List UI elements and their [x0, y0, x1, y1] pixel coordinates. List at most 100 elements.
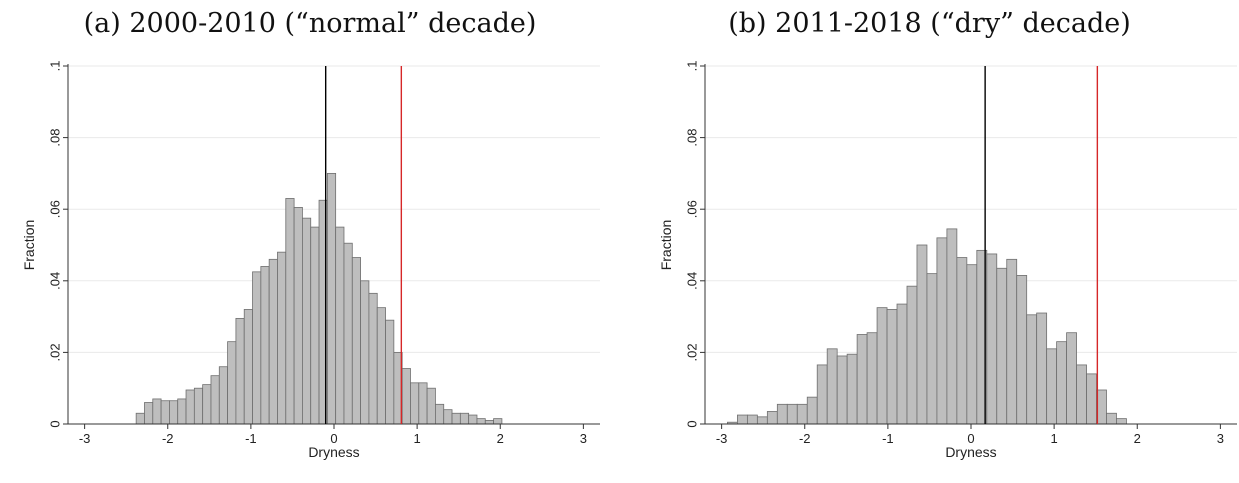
histogram-bar [886, 309, 898, 425]
histogram-bar [360, 280, 370, 425]
histogram-bar [946, 228, 958, 425]
x-tick-label: -3 [716, 431, 728, 446]
x-tick-label: -1 [245, 431, 257, 446]
y-tick-label: .1 [684, 61, 699, 72]
histogram-bar [410, 382, 420, 425]
x-tick-label: 0 [330, 431, 337, 446]
histogram-bar [816, 364, 828, 425]
histogram-bar [343, 242, 353, 425]
histogram-bar [756, 416, 768, 425]
x-tick-label: 1 [1051, 431, 1058, 446]
histogram-bar [896, 303, 908, 425]
y-tick-label: .04 [47, 272, 62, 290]
histogram-bar [916, 244, 928, 425]
histogram-bar [368, 292, 378, 425]
histogram-bar [826, 348, 838, 425]
histogram-bar [806, 396, 818, 425]
histogram-bar [996, 267, 1008, 425]
histogram-bar [1066, 332, 1077, 425]
histogram-bar [418, 382, 428, 425]
histogram-bar [193, 387, 204, 425]
histogram-bar [268, 258, 278, 425]
histogram-bar [1116, 418, 1127, 425]
histogram-bar [468, 414, 478, 425]
histogram-bar [451, 412, 461, 425]
histogram-bar [243, 309, 253, 425]
histogram-bar [906, 285, 918, 425]
histogram-bar [1056, 341, 1067, 425]
histogram-bar [376, 307, 386, 425]
x-tick-label: 2 [1134, 431, 1141, 446]
x-axis-title: Dryness [308, 444, 359, 460]
x-tick-label: 2 [497, 431, 504, 446]
histogram-bar [169, 400, 179, 425]
y-axis-title: Fraction [658, 220, 674, 271]
histogram-bar [285, 198, 295, 425]
histogram-bar [351, 257, 362, 425]
histogram-bar [1076, 364, 1087, 425]
histogram-bar [936, 237, 948, 425]
x-tick-label: 3 [580, 431, 587, 446]
histogram-bar [252, 271, 262, 425]
histogram-bar [1006, 258, 1018, 425]
histogram-bar [227, 341, 237, 425]
histogram-bar [160, 400, 170, 425]
histogram-bar [335, 226, 345, 425]
panel-title: (a) 2000-2010 (“normal” decade) [83, 8, 537, 39]
histogram-bar [836, 355, 848, 425]
y-tick-label: .1 [47, 61, 62, 72]
panel-a: (a) 2000-2010 (“normal” decade) 0 .02 .04.… [21, 8, 600, 460]
histogram-bar [493, 418, 503, 425]
histogram-bar [202, 384, 212, 425]
histogram-bar [1026, 314, 1038, 425]
histogram-bar [876, 307, 888, 425]
histogram-bar [1086, 373, 1097, 425]
x-tick-label: -2 [162, 431, 174, 446]
histogram-bar [866, 332, 878, 425]
histogram-bar [135, 412, 145, 425]
panel-b: (b) 2011-2018 (“dry” decade) 0 .02 .04 .06.… [620, 0, 1239, 483]
y-tick-label: .06 [47, 200, 62, 218]
histogram-bar [426, 387, 436, 425]
histogram-bar [476, 418, 486, 425]
histogram-bar [766, 411, 778, 425]
x-tick-label: -2 [799, 431, 811, 446]
x-tick-label: -1 [882, 431, 894, 446]
histogram-bar [737, 414, 748, 425]
histogram-bar [302, 217, 312, 425]
x-axis-title: Dryness [945, 444, 996, 460]
histogram-bar [1016, 275, 1028, 425]
histogram-bar [459, 412, 470, 425]
x-tick-label: 3 [1217, 431, 1224, 446]
histogram-bar [152, 398, 162, 425]
histogram-bar [746, 414, 758, 425]
y-tick-label: .08 [47, 129, 62, 147]
x-tick-label: 1 [414, 431, 421, 446]
histogram-bar [177, 398, 187, 425]
y-axis-title: Fraction [21, 220, 37, 271]
histogram-bar [776, 403, 788, 425]
histogram-bar [277, 251, 287, 425]
histogram-bar [185, 389, 195, 425]
histogram-bar [435, 403, 445, 425]
histogram-chart-b: 0 .02 .04 .06 .08 .1 -3 -2 -1 0 1 2 3 Dryness Fraction [658, 61, 1237, 460]
histogram-bar [484, 420, 495, 425]
histogram-bar [846, 353, 858, 425]
histogram-bar [443, 409, 453, 425]
histogram-bar [956, 257, 968, 425]
x-tick-label: -3 [79, 431, 91, 446]
histogram-bar [986, 253, 998, 425]
histogram-bar [260, 266, 270, 425]
histogram-bar [856, 334, 868, 425]
histogram-bar [144, 402, 154, 425]
histogram-chart-a: 0 .02 .04 .06 .08 .1 -3 -2 -1 0 1 2 3 Dryness Fraction [21, 61, 600, 460]
histogram-bar [796, 403, 808, 425]
histogram-bar [310, 226, 320, 425]
y-tick-label: 0 [684, 420, 699, 427]
histogram-bar [786, 403, 798, 425]
histogram-bar [293, 207, 303, 425]
histogram-bar [326, 172, 337, 425]
histogram-bar [966, 264, 978, 425]
x-tick-label: 0 [967, 431, 974, 446]
y-tick-label: .02 [684, 343, 699, 361]
